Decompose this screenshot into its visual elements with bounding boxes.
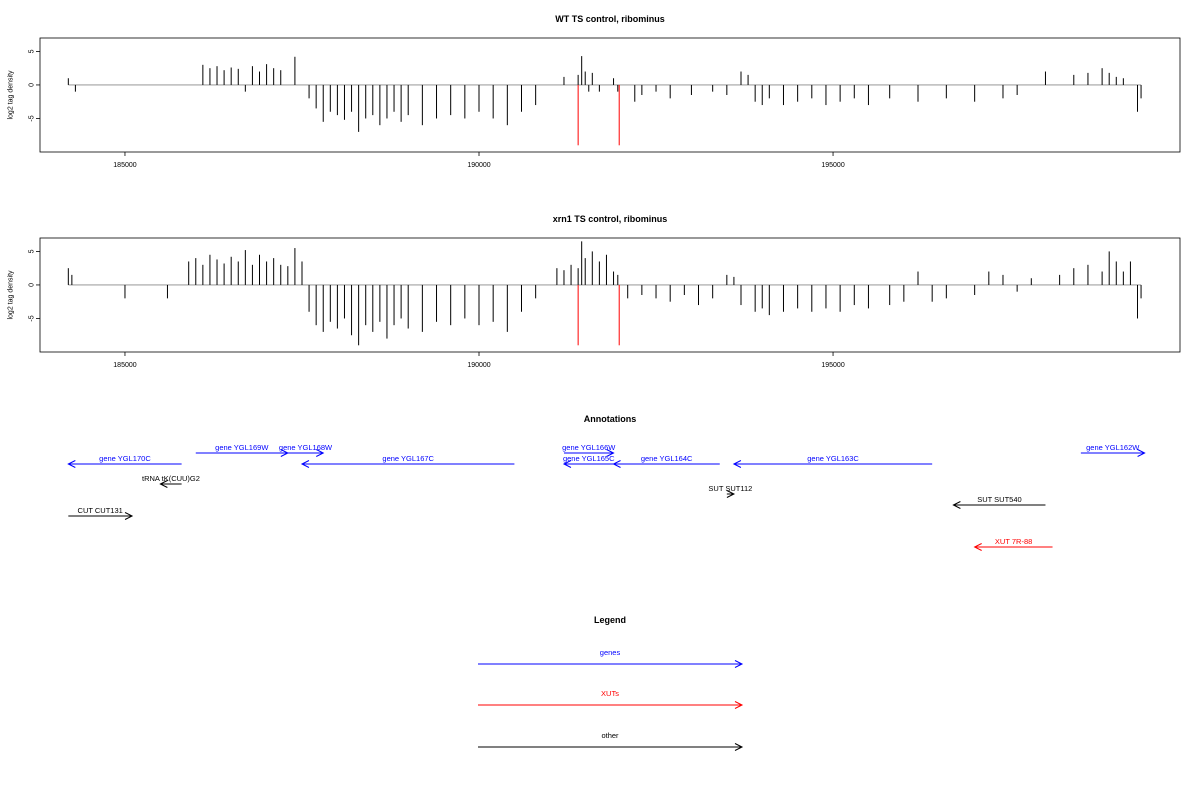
legend-section: Legend genes XUTs other [478,615,744,751]
annotation-feature: gene YGL165C [562,454,615,468]
feature-label: gene YGL166W [562,443,616,452]
legend-label: other [601,731,619,740]
annotation-feature: XUT 7R-88 [973,537,1053,551]
annotation-feature: SUT SUT540 [952,495,1046,509]
feature-label: SUT SUT112 [708,484,752,493]
plot-frame [39,237,1181,353]
feature-label: gene YGL164C [641,454,693,463]
feature-arrow-head [606,449,615,457]
plot-area-wt: 185000 190000 195000 5 0 -5 log2 tag density [8,37,1181,169]
feature-label: gene YGL170C [99,454,151,463]
legend-arrow-head [734,701,744,709]
x-tick-label: 195000 [821,162,844,169]
annotation-feature: gene YGL164C [612,454,720,468]
annotation-features: gene YGL170C gene YGL169W gene YGL168W gene… [67,443,1146,551]
annotation-feature: gene YGL163C [732,454,933,468]
feature-arrow-head [562,460,572,468]
legend-entry: other [478,731,744,751]
feature-arrow-head [973,543,982,551]
feature-arrow-head [316,449,325,457]
annotation-feature: tRNA tK(CUU)G2 [142,474,200,488]
plot-frame [39,37,1181,153]
legend-entries: genes XUTs other [478,648,744,751]
annotation-feature: SUT SUT112 [708,484,752,498]
annotations-title: Annotations [584,414,637,424]
feature-label: XUT 7R-88 [995,537,1032,546]
feature-arrow-head [952,501,961,509]
feature-arrow-head [732,460,742,468]
x-tick-label: 195000 [821,362,844,369]
x-tick-label: 190000 [467,362,490,369]
feature-arrow-head [67,460,76,468]
feature-arrow-head [726,490,736,498]
y-axis-label: log2 tag density [8,270,15,320]
feature-arrow-head [159,480,168,488]
x-tick-label: 185000 [113,162,136,169]
feature-label: SUT SUT540 [977,495,1021,504]
legend-label: genes [600,648,621,657]
legend-title: Legend [594,615,626,625]
legend-entry: genes [478,648,744,668]
panel-wt: WT TS control, ribominus 185000 190000 195… [8,14,1181,169]
feature-label: gene YGL163C [807,454,859,463]
y-tick-label: 0 [29,83,36,87]
y-axis-label: log2 tag density [8,70,15,120]
feature-label: gene YGL168W [279,443,333,452]
annotation-feature: gene YGL162W [1080,443,1146,457]
legend-entry: XUTs [478,689,744,709]
annotation-feature: gene YGL170C [67,454,182,468]
y-tick-label: 5 [29,249,36,253]
feature-label: gene YGL165C [563,454,615,463]
annotation-feature: gene YGL168W [279,443,333,457]
y-tick-label: 0 [29,283,36,287]
legend-arrow-head [734,743,744,751]
y-tick-label: -5 [29,315,36,321]
feature-label: gene YGL167C [382,454,434,463]
legend-label: XUTs [601,689,619,698]
panel-title-xrn1: xrn1 TS control, ribominus [553,214,668,224]
feature-arrow-head [612,460,621,468]
x-tick-label: 190000 [467,162,490,169]
legend-arrow-head [734,660,744,668]
feature-label: CUT CUT131 [78,506,123,515]
annotation-feature: CUT CUT131 [68,506,134,520]
annotation-feature: gene YGL166W [562,443,616,457]
feature-label: gene YGL169W [215,443,269,452]
y-tick-label: 5 [29,49,36,53]
y-tick-label: -5 [29,115,36,121]
feature-arrow-head [1137,449,1146,457]
panel-title-wt: WT TS control, ribominus [555,14,665,24]
panel-xrn1: xrn1 TS control, ribominus 185000 190000 1… [8,214,1181,369]
feature-arrow-head [124,512,134,520]
annotation-feature: gene YGL167C [300,454,515,468]
plot-area-xrn1: 185000 190000 195000 5 0 -5 log2 tag density [8,237,1181,369]
annotation-feature: gene YGL169W [195,443,289,457]
feature-label: gene YGL162W [1086,443,1140,452]
feature-label: tRNA tK(CUU)G2 [142,474,200,483]
x-tick-label: 185000 [113,362,136,369]
feature-arrow-head [300,460,310,468]
